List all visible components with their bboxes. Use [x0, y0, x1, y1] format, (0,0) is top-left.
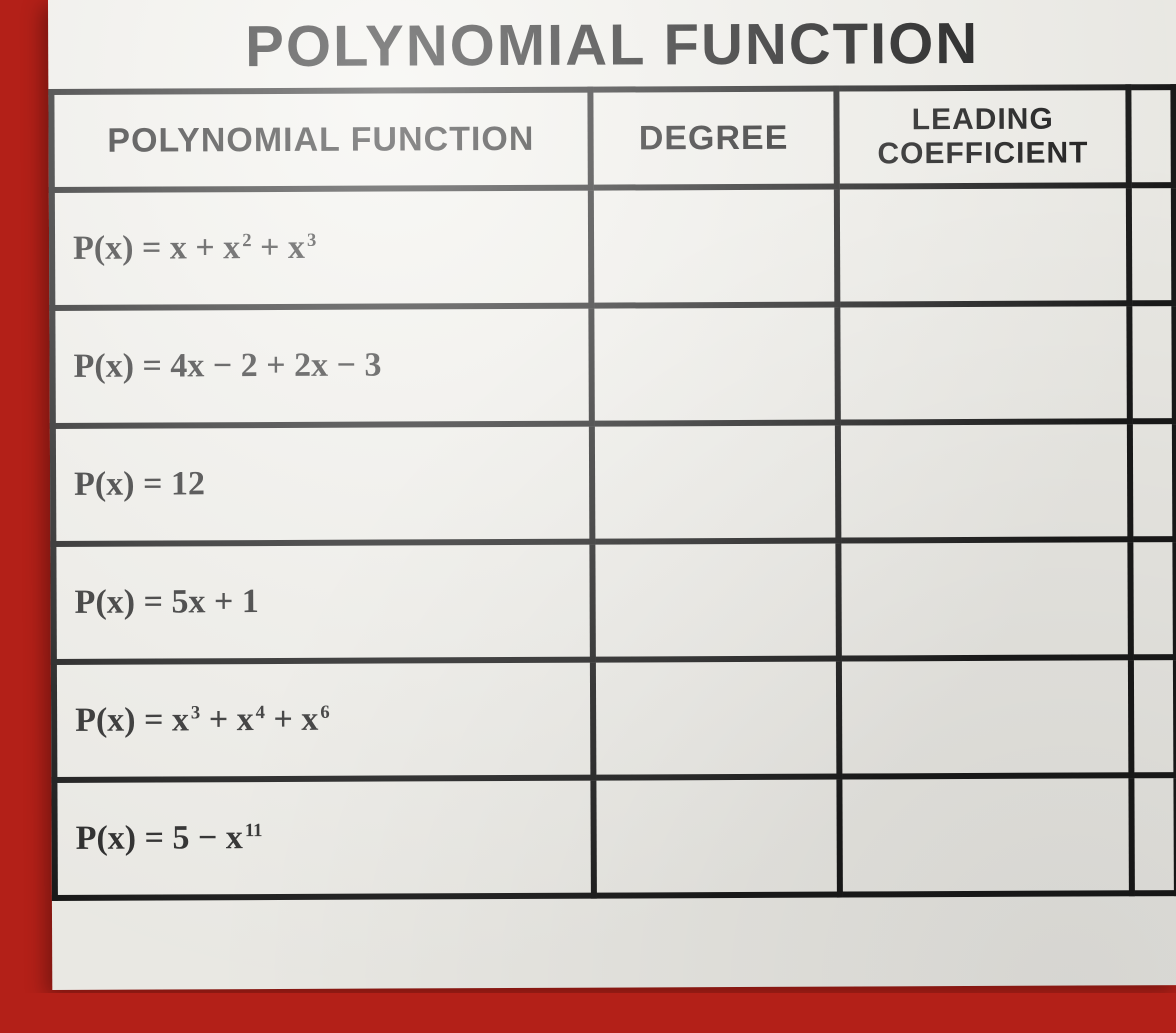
cell-leading[interactable]: [838, 421, 1130, 540]
cell-function: P(x) = 5 − x11: [54, 778, 593, 898]
table-row: P(x) = 5x + 1: [53, 539, 1176, 662]
table-row: P(x) = 5 − x11: [54, 775, 1176, 898]
worksheet-sheet: POLYNOMIAL FUNCTION POLYNOMIAL FUNCTION …: [48, 0, 1176, 990]
cell-degree[interactable]: [590, 187, 837, 306]
cell-extra[interactable]: [1130, 539, 1175, 657]
cell-degree[interactable]: [591, 305, 838, 424]
table-body: P(x) = x + x2 + x3 P(x) = 4x − 2 + 2x − …: [52, 185, 1176, 898]
cell-leading[interactable]: [838, 303, 1130, 422]
table-header-row: POLYNOMIAL FUNCTION DEGREE LEADING COEFF…: [51, 87, 1173, 190]
polynomial-table: POLYNOMIAL FUNCTION DEGREE LEADING COEFF…: [48, 84, 1176, 901]
cell-leading[interactable]: [840, 775, 1132, 894]
function-expr: P(x) = 4x − 2 + 2x − 3: [74, 347, 382, 385]
cell-extra[interactable]: [1129, 185, 1174, 303]
cell-extra[interactable]: [1131, 657, 1176, 775]
col-header-degree: DEGREE: [590, 89, 837, 188]
table-row: P(x) = x + x2 + x3: [52, 185, 1175, 308]
page-title: POLYNOMIAL FUNCTION: [48, 0, 1176, 89]
table-row: P(x) = 12: [53, 421, 1176, 544]
table-row: P(x) = x3 + x4 + x6: [54, 657, 1176, 780]
background-strip: [0, 993, 1176, 1033]
cell-leading[interactable]: [839, 539, 1131, 658]
cell-extra[interactable]: [1129, 303, 1174, 421]
function-expr: P(x) = 5 − x11: [76, 819, 263, 857]
cell-function: P(x) = x3 + x4 + x6: [54, 660, 593, 780]
cell-function: P(x) = 4x − 2 + 2x − 3: [52, 306, 591, 426]
col-header-function: POLYNOMIAL FUNCTION: [51, 90, 590, 190]
cell-function: P(x) = 5x + 1: [53, 542, 592, 662]
cell-degree[interactable]: [592, 541, 839, 660]
col-header-leading: LEADING COEFFICIENT: [837, 87, 1129, 186]
cell-degree[interactable]: [591, 423, 838, 542]
cell-function: P(x) = x + x2 + x3: [52, 188, 591, 308]
function-expr: P(x) = x + x2 + x3: [73, 229, 316, 267]
col-header-extra: [1128, 87, 1173, 185]
cell-function: P(x) = 12: [53, 424, 592, 544]
function-expr: P(x) = 5x + 1: [75, 583, 259, 621]
cell-degree[interactable]: [592, 659, 839, 778]
function-expr: P(x) = 12: [74, 465, 205, 503]
cell-extra[interactable]: [1131, 775, 1176, 893]
function-expr: P(x) = x3 + x4 + x6: [75, 701, 330, 739]
table-row: P(x) = 4x − 2 + 2x − 3: [52, 303, 1175, 426]
cell-leading[interactable]: [837, 185, 1129, 304]
cell-extra[interactable]: [1130, 421, 1175, 539]
cell-leading[interactable]: [839, 657, 1131, 776]
cell-degree[interactable]: [593, 777, 840, 896]
